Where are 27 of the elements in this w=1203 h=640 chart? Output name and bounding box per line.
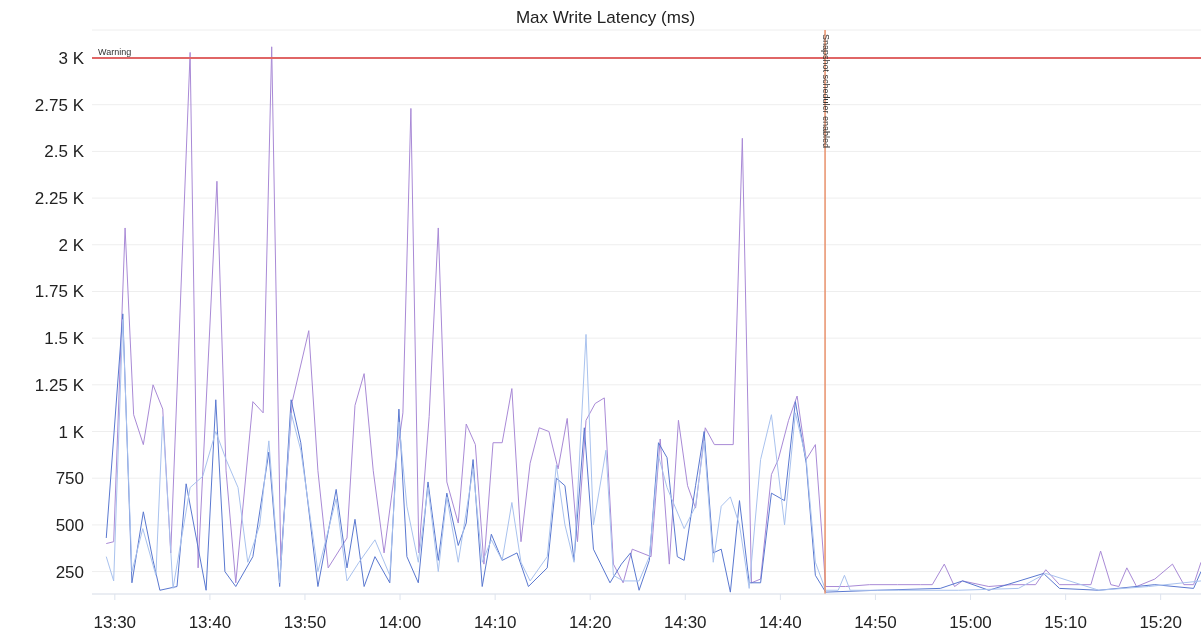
x-tick-label: 15:10	[1044, 613, 1087, 633]
y-tick-label: 2 K	[58, 235, 85, 255]
x-tick-label: 13:50	[283, 613, 327, 633]
x-tick-label: 13:30	[93, 613, 137, 633]
x-tick-label: 14:10	[473, 613, 517, 633]
chart-title: Max Write Latency (ms)	[514, 8, 697, 28]
x-tick-label: 14:50	[854, 613, 897, 633]
x-tick-label: 13:40	[188, 613, 232, 633]
y-tick-label: 750	[55, 469, 84, 489]
y-tick-label: 2.25 K	[34, 189, 85, 209]
y-tick-label: 3 K	[58, 49, 85, 69]
y-tick-label: 2.5 K	[44, 142, 85, 162]
x-tick-label: 15:20	[1139, 613, 1182, 633]
y-tick-label: 250	[55, 562, 84, 582]
y-tick-label: 1.5 K	[44, 329, 85, 349]
ref-line-label: Snapshot scheduler enabled	[820, 34, 831, 149]
y-tick-label: 1.75 K	[34, 282, 85, 302]
y-tick-label: 1.25 K	[34, 375, 85, 395]
ref-line-label: Warning	[98, 47, 132, 58]
y-tick-label: 2.75 K	[34, 95, 85, 115]
x-tick-label: 14:20	[568, 613, 612, 633]
x-tick-label: 14:00	[378, 613, 422, 633]
x-tick-label: 15:00	[949, 613, 992, 633]
y-tick-label: 1 K	[58, 422, 85, 442]
x-tick-label: 14:40	[759, 613, 802, 633]
y-tick-label: 500	[55, 515, 84, 535]
x-tick-label: 14:30	[664, 613, 707, 633]
